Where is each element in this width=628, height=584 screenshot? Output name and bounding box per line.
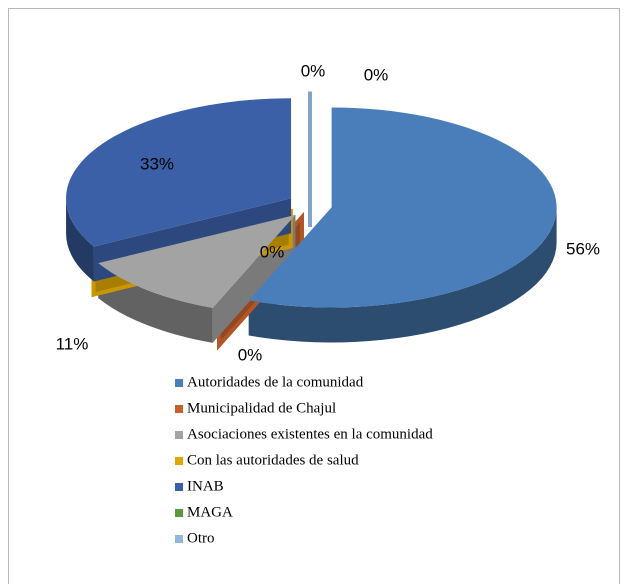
legend-swatch [175, 405, 183, 413]
data-label: 11% [56, 334, 89, 353]
legend-label: MAGA [187, 504, 233, 520]
pie-slice [98, 214, 296, 308]
pie-slice [66, 98, 292, 247]
data-label: 0% [364, 65, 389, 84]
legend-swatch [175, 457, 183, 465]
legend-label: Otro [187, 530, 215, 546]
slice-wall [248, 207, 557, 343]
data-label: 33% [140, 154, 174, 173]
pie-slice [93, 211, 291, 260]
legend-swatch [175, 535, 183, 543]
slice-wall [66, 198, 94, 282]
legend-label: INAB [187, 478, 224, 494]
legend-swatch [175, 431, 183, 439]
legend-label: Municipalidad de Chajul [187, 400, 336, 416]
legend-swatch [175, 483, 183, 491]
legend-swatch [175, 509, 183, 517]
legend-label: Autoridades de la comunidad [187, 374, 364, 390]
legend-label: Asociaciones existentes en la comunidad [187, 426, 433, 442]
data-label: 0% [238, 345, 263, 364]
legend-swatch [175, 379, 183, 387]
data-label: 0% [260, 242, 285, 261]
data-label: 56% [566, 239, 600, 258]
legend-label: Con las autoridades de salud [187, 452, 359, 468]
data-label: 0% [301, 61, 326, 80]
pie-slice [248, 107, 557, 308]
